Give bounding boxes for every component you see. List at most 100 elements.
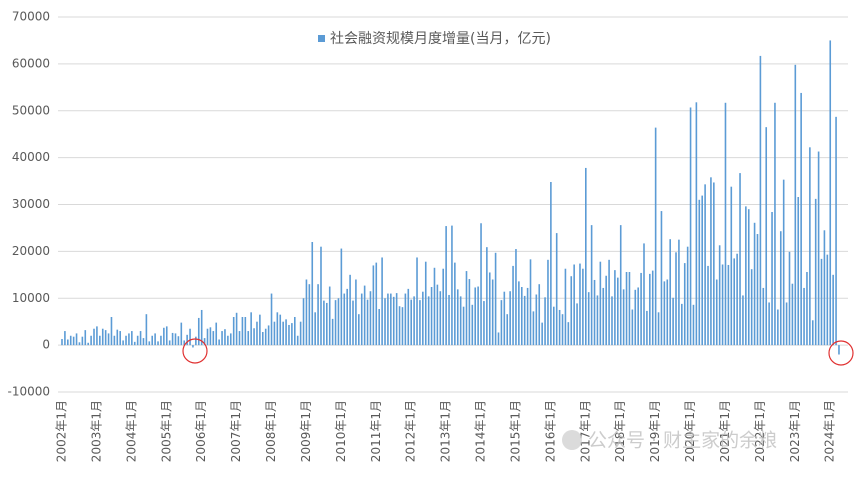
bar	[491, 279, 494, 346]
x-tick-label: 2008年1月	[264, 400, 278, 462]
watermark-icon	[562, 430, 582, 450]
bar	[651, 270, 654, 346]
bar	[529, 259, 532, 346]
bar	[244, 317, 247, 346]
bar	[180, 322, 183, 346]
x-tick-label: 2019年1月	[648, 400, 662, 462]
bar	[785, 302, 788, 346]
x-tick-label: 2017年1月	[578, 400, 592, 462]
bar	[468, 279, 471, 346]
bar	[794, 64, 797, 346]
bar	[631, 309, 634, 346]
bar	[75, 333, 78, 346]
bar	[462, 306, 465, 346]
bar	[602, 287, 605, 346]
bar	[163, 327, 165, 346]
bar	[506, 314, 509, 346]
bar	[343, 293, 346, 346]
bar	[483, 301, 485, 346]
bar	[745, 206, 747, 346]
bar	[424, 261, 427, 346]
bar	[253, 328, 255, 346]
bar	[427, 296, 430, 346]
bar	[395, 293, 398, 346]
x-tick-label: 2007年1月	[229, 400, 243, 462]
bar	[78, 342, 81, 346]
bar	[488, 272, 491, 346]
highlight-circle	[828, 340, 854, 366]
y-tick-label: 60000	[12, 56, 50, 70]
bar	[221, 331, 223, 346]
bar	[285, 319, 287, 346]
bar	[471, 304, 474, 346]
bar	[177, 336, 180, 346]
bar	[436, 284, 439, 346]
bar	[820, 258, 823, 346]
bar	[445, 226, 447, 346]
bar	[666, 279, 669, 346]
bar	[689, 107, 692, 346]
bar	[765, 127, 768, 346]
bar	[698, 199, 701, 346]
bar	[308, 284, 311, 346]
bar	[526, 287, 529, 346]
bar	[550, 182, 552, 346]
bar	[811, 320, 814, 346]
bar	[401, 307, 404, 346]
bar	[477, 286, 479, 346]
bar	[704, 184, 706, 346]
bar	[555, 233, 558, 346]
bar	[672, 297, 674, 346]
x-tick-label: 2010年1月	[334, 400, 348, 462]
bar	[622, 289, 625, 346]
bar	[160, 335, 162, 346]
bar	[192, 345, 194, 348]
bar	[390, 293, 392, 346]
bar	[448, 294, 450, 346]
bar	[104, 330, 107, 346]
bar	[788, 251, 791, 346]
bar	[69, 335, 72, 346]
bar	[579, 263, 581, 346]
bar	[122, 340, 124, 346]
bar	[654, 127, 657, 346]
bar	[203, 338, 206, 346]
bar	[567, 322, 570, 346]
x-tick-label: 2014年1月	[474, 400, 488, 462]
bar	[838, 345, 840, 355]
bar	[768, 302, 770, 346]
bar	[497, 332, 500, 346]
bar	[544, 297, 546, 346]
bar	[200, 309, 203, 346]
bar	[215, 322, 218, 346]
x-tick-label: 2020年1月	[683, 400, 697, 462]
bar	[454, 262, 456, 346]
bar	[459, 296, 462, 346]
bar	[681, 303, 683, 346]
bar	[619, 225, 622, 346]
bar	[267, 325, 270, 346]
bar	[797, 197, 800, 346]
bar	[570, 276, 573, 346]
bar	[669, 239, 671, 346]
bar	[334, 300, 337, 346]
bar	[686, 246, 689, 346]
bar	[692, 304, 695, 346]
bar	[747, 209, 750, 346]
x-tick-label: 2005年1月	[159, 400, 173, 462]
bar	[131, 331, 133, 346]
bar	[422, 291, 424, 346]
bar	[649, 273, 651, 346]
y-tick-label: -10000	[7, 385, 50, 399]
bar	[113, 335, 116, 346]
bar	[101, 328, 104, 346]
bar	[363, 285, 366, 346]
bar	[148, 341, 151, 346]
bar	[372, 265, 375, 346]
bar	[596, 295, 599, 346]
bar	[640, 272, 642, 346]
bar	[235, 312, 238, 346]
y-tick-label: 10000	[12, 291, 50, 305]
bar	[803, 287, 805, 346]
bar	[296, 335, 299, 346]
